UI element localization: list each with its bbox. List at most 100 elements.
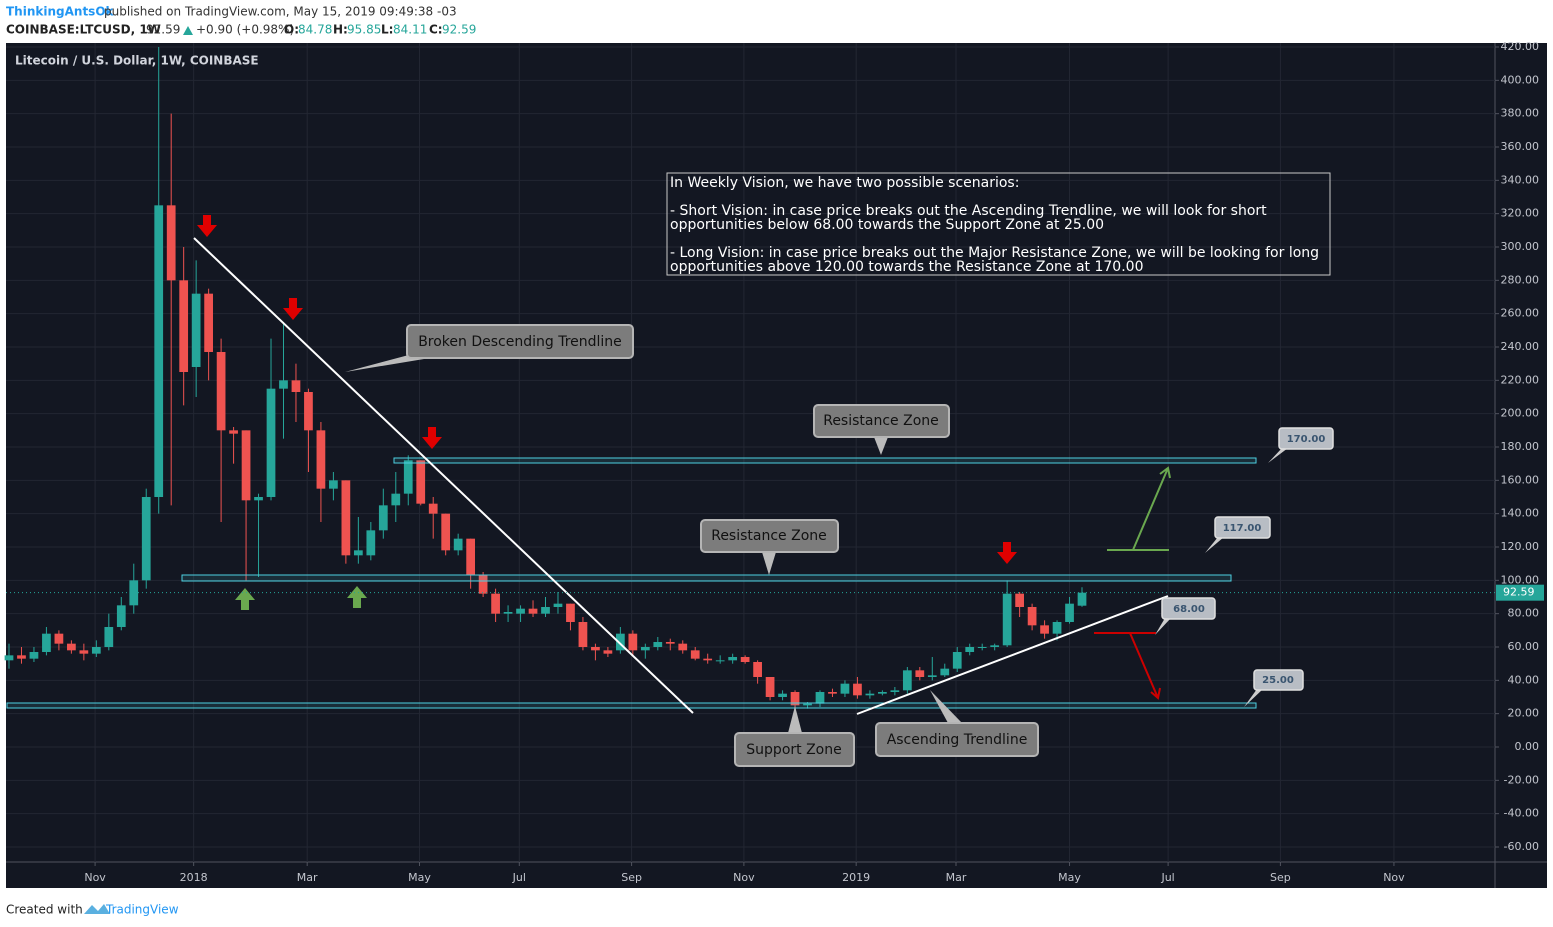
y-tick-label: 240.00 [1501, 340, 1540, 353]
candle-body [990, 645, 1000, 647]
callout [875, 722, 1039, 757]
zone [181, 574, 1232, 582]
price-tag [1253, 669, 1304, 691]
candle-body [840, 683, 850, 694]
y-tick-label: 160.00 [1501, 473, 1540, 486]
o: 84.78 [298, 23, 332, 37]
l: 84.11 [393, 23, 427, 37]
candle-body [640, 647, 650, 651]
l-label: L: [381, 23, 393, 37]
change: +0.90 (+0.98%) [196, 23, 294, 37]
candle-body [628, 633, 638, 651]
candle-body [553, 603, 563, 607]
candle-body [129, 580, 139, 606]
y-tick-label: 180.00 [1501, 440, 1540, 453]
price-tag [1214, 516, 1271, 539]
candle-body [915, 670, 925, 677]
up-arrows [235, 586, 367, 610]
c-label: C: [429, 23, 443, 37]
y-tick-label: 380.00 [1501, 107, 1540, 120]
y-tick-label: 140.00 [1501, 507, 1540, 520]
candle-body [878, 692, 887, 694]
callout-text: Resistance Zone [711, 528, 827, 544]
last-price-box [1496, 584, 1544, 601]
candle-body [104, 627, 114, 647]
grid: 420.00 400.00 380.00 360.00 340.00 320.00 300.… [6, 40, 1539, 884]
price-tag-text: 25.00 [1262, 675, 1294, 686]
candle-body [902, 670, 912, 691]
callout [406, 324, 634, 359]
chart-title: Litecoin / U.S. Dollar, 1W, COINBASE [15, 54, 259, 68]
symbol: COINBASE:LTCUSD, 1W [6, 23, 161, 37]
candle-body [578, 622, 588, 647]
candle-body [541, 607, 550, 614]
last-price: 92.59 [6, 584, 1544, 601]
candle-body [853, 683, 862, 696]
candle-body [665, 642, 675, 644]
candle-body [1015, 593, 1024, 607]
y-tick-label: -20.00 [1504, 773, 1539, 786]
note-line: - Long Vision: in case price breaks out … [670, 245, 1319, 261]
note-line: opportunities below 68.00 towards the Su… [670, 217, 1104, 233]
note-line: In Weekly Vision, we have two possible s… [670, 175, 1019, 191]
x-tick-label: Mar [946, 871, 967, 884]
candle-body [678, 643, 688, 651]
y-tick-label: 260.00 [1501, 307, 1540, 320]
pointer [1205, 537, 1224, 553]
candle-body [653, 642, 663, 647]
author[interactable]: ThinkingAntsOk [6, 5, 115, 19]
down-arrows [197, 215, 1017, 564]
brand[interactable]: TradingView [105, 903, 179, 917]
pointer [788, 706, 802, 733]
candle-body [753, 662, 762, 677]
callout [734, 732, 855, 767]
published: published on TradingView.com, May 15, 20… [104, 5, 457, 19]
candle-body [279, 380, 288, 389]
x-tick-label: May [1058, 871, 1081, 884]
x-tick-label: May [408, 871, 431, 884]
note-line: opportunities above 120.00 towards the R… [670, 259, 1143, 275]
candle-body [1077, 592, 1087, 606]
candle-body [304, 392, 313, 431]
y-tick-label: 220.00 [1501, 373, 1540, 386]
candle-body [740, 657, 750, 662]
candle-body [927, 675, 937, 677]
y-tick-label: 120.00 [1501, 540, 1540, 553]
trendline [856, 595, 1169, 715]
y-tick-label: 300.00 [1501, 240, 1540, 253]
candle-body [478, 575, 488, 594]
candle-body [728, 657, 738, 661]
candle-body [179, 280, 189, 372]
candle-body [403, 460, 413, 494]
candle-body [491, 593, 500, 614]
candle-body [603, 650, 613, 654]
arrow [1132, 466, 1171, 551]
candle-body [329, 480, 338, 489]
candle-body [1027, 607, 1037, 626]
x-tick-label: Nov [84, 871, 106, 884]
candle-body [4, 655, 14, 661]
trendline [193, 237, 694, 714]
candle-body [890, 690, 900, 692]
h-label: H: [333, 23, 348, 37]
candle-body [29, 652, 39, 659]
zone [6, 702, 1257, 709]
y-tick-label: -40.00 [1504, 807, 1539, 820]
pointer [874, 437, 888, 455]
price: 92.59 [146, 23, 180, 37]
up-icon [183, 26, 193, 35]
candle-body [1002, 593, 1012, 646]
candle-body [353, 550, 363, 556]
candle-body [254, 497, 263, 501]
y-tick-label: -60.00 [1504, 840, 1539, 853]
candles [4, 47, 1087, 709]
candle-body [154, 205, 164, 498]
y-tick-label: 60.00 [1508, 640, 1540, 653]
callout-text: Ascending Trendline [887, 732, 1028, 748]
candle-body [566, 603, 575, 622]
candle-body [441, 513, 451, 551]
y-tick-label: 360.00 [1501, 140, 1540, 153]
y-tick-label: 100.00 [1501, 573, 1540, 586]
ohlc: O: 84.78 H: 95.85 L: 84.11 C: 92.59 [284, 23, 476, 37]
